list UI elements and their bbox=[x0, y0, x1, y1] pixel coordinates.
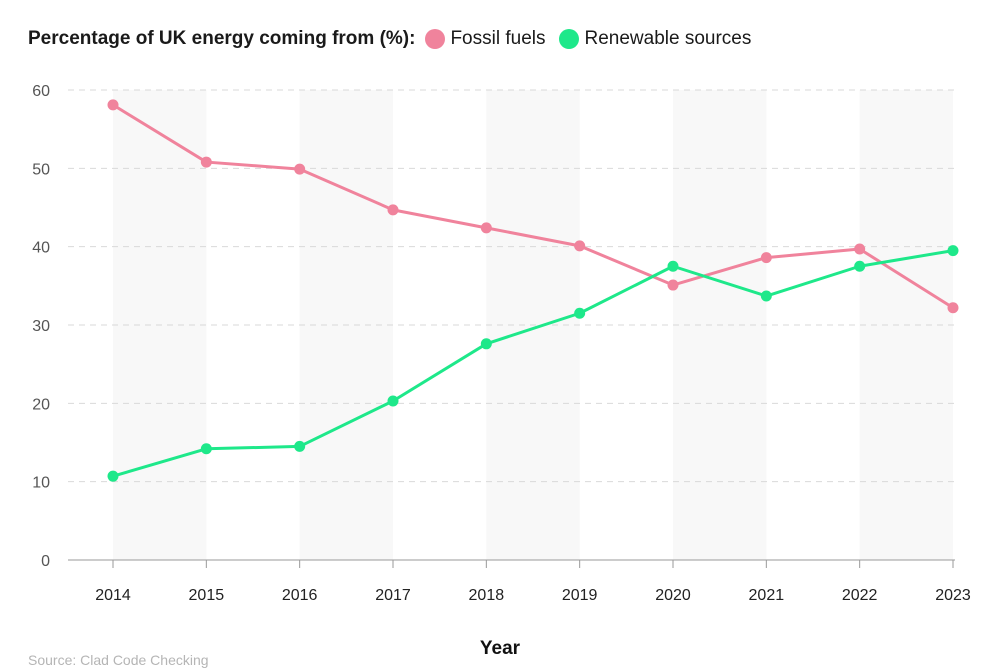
x-axis-ticks: 2014 2015 2016 2017 2018 2019 2020 2021 2022 2023 bbox=[95, 560, 971, 604]
point-fossil-fuels-2019 bbox=[574, 240, 586, 252]
x-tick-label-2020: 2020 bbox=[655, 587, 691, 604]
point-renewable-sources-2017 bbox=[387, 395, 399, 407]
x-tick-label-2015: 2015 bbox=[189, 587, 225, 604]
point-renewable-sources-2019 bbox=[574, 307, 586, 319]
y-tick-label-60: 60 bbox=[32, 83, 50, 100]
y-tick-label-10: 10 bbox=[32, 475, 50, 492]
legend-item-renewable-sources[interactable]: Renewable sources bbox=[559, 28, 751, 50]
chart-legend: Percentage of UK energy coming from (%):… bbox=[28, 24, 765, 54]
point-fossil-fuels-2022 bbox=[854, 243, 866, 255]
point-renewable-sources-2018 bbox=[480, 338, 492, 350]
series-lines bbox=[111, 103, 955, 478]
y-tick-label-0: 0 bbox=[41, 553, 50, 570]
point-renewable-sources-2021 bbox=[760, 290, 772, 302]
series-line-renewable-sources bbox=[111, 249, 955, 478]
x-tick-label-2023: 2023 bbox=[935, 587, 971, 604]
x-axis-title: Year bbox=[480, 638, 521, 659]
x-tick-label-2022: 2022 bbox=[842, 587, 878, 604]
legend-item-fossil-fuels[interactable]: Fossil fuels bbox=[425, 28, 545, 50]
point-fossil-fuels-2017 bbox=[387, 204, 399, 216]
x-tick-label-2019: 2019 bbox=[562, 587, 598, 604]
legend-label-renewable-sources: Renewable sources bbox=[584, 28, 752, 49]
point-fossil-fuels-2023 bbox=[947, 302, 959, 314]
x-tick-label-2018: 2018 bbox=[469, 587, 505, 604]
legend-swatch-renewable-sources bbox=[559, 29, 580, 49]
point-fossil-fuels-2016 bbox=[294, 163, 306, 175]
point-renewable-sources-2016 bbox=[294, 440, 306, 452]
point-fossil-fuels-2015 bbox=[200, 156, 212, 168]
point-fossil-fuels-2018 bbox=[480, 222, 492, 234]
point-renewable-sources-2014 bbox=[107, 470, 119, 482]
y-axis-tick-labels: 0 10 20 30 40 50 60 bbox=[32, 83, 50, 570]
point-renewable-sources-2022 bbox=[854, 260, 866, 272]
chart-title: Percentage of UK energy coming from (%): bbox=[28, 28, 416, 49]
x-tick-label-2016: 2016 bbox=[282, 587, 318, 604]
series-points bbox=[107, 99, 959, 482]
point-fossil-fuels-2021 bbox=[760, 252, 772, 264]
x-tick-label-2017: 2017 bbox=[375, 587, 411, 604]
y-tick-label-40: 40 bbox=[32, 240, 50, 257]
point-renewable-sources-2015 bbox=[200, 443, 212, 455]
y-tick-label-50: 50 bbox=[32, 161, 50, 178]
y-tick-label-20: 20 bbox=[32, 396, 50, 413]
series-line-fossil-fuels bbox=[111, 103, 955, 310]
legend-swatch-fossil-fuels bbox=[425, 29, 446, 49]
x-tick-label-2021: 2021 bbox=[749, 587, 785, 604]
legend-label-fossil-fuels: Fossil fuels bbox=[450, 28, 546, 49]
point-renewable-sources-2023 bbox=[947, 245, 959, 257]
source-note: Source: Clad Code Checking bbox=[28, 652, 209, 668]
gridlines bbox=[68, 89, 955, 483]
y-tick-label-30: 30 bbox=[32, 318, 50, 335]
x-tick-label-2014: 2014 bbox=[95, 587, 131, 604]
point-fossil-fuels-2020 bbox=[667, 279, 679, 291]
point-renewable-sources-2020 bbox=[667, 260, 679, 272]
point-fossil-fuels-2014 bbox=[107, 99, 119, 111]
